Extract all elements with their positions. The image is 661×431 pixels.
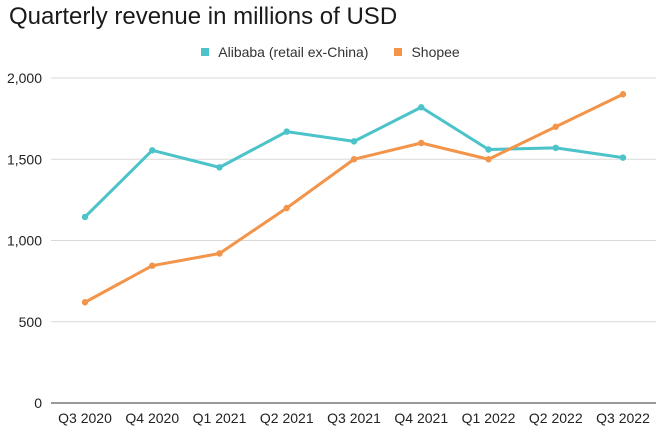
data-point-alibaba (149, 147, 156, 154)
data-point-alibaba (485, 146, 492, 153)
data-point-shopee (283, 204, 290, 212)
data-point-shopee (418, 139, 425, 147)
chart-title: Quarterly revenue in millions of USD (9, 3, 398, 30)
legend: Alibaba (retail ex-China) Shopee (0, 44, 661, 60)
y-tick-label: 0 (34, 395, 42, 411)
legend-swatch-shopee (394, 48, 403, 56)
data-point-shopee (149, 262, 156, 269)
legend-item-alibaba: Alibaba (retail ex-China) (201, 44, 368, 60)
x-tick-label: Q4 2020 (125, 410, 179, 426)
legend-label-alibaba: Alibaba (retail ex-China) (218, 44, 369, 60)
legend-label-shopee: Shopee (411, 44, 460, 60)
series-line-shopee (83, 92, 625, 304)
data-point-shopee (552, 123, 559, 130)
x-tick-label: Q4 2021 (394, 410, 448, 426)
data-point-alibaba (552, 144, 559, 152)
data-point-alibaba (619, 154, 627, 161)
y-tick-label: 2,000 (7, 70, 42, 86)
data-point-shopee (81, 299, 89, 306)
x-tick-label: Q2 2022 (529, 410, 583, 426)
data-point-alibaba (350, 138, 358, 145)
y-tick-label: 1,500 (7, 151, 42, 167)
data-point-alibaba (216, 164, 223, 171)
data-point-alibaba (81, 213, 89, 221)
data-point-shopee (619, 91, 627, 98)
x-tick-label: Q3 2021 (327, 410, 381, 426)
data-point-shopee (485, 156, 492, 163)
data-point-shopee (216, 250, 223, 257)
x-tick-label: Q3 2020 (58, 410, 112, 426)
x-tick-label: Q1 2021 (193, 410, 247, 426)
x-tick-label: Q3 2022 (596, 410, 650, 426)
data-point-alibaba (418, 104, 425, 111)
data-point-shopee (350, 156, 358, 163)
x-tick-label: Q2 2021 (260, 410, 314, 426)
y-tick-label: 1,000 (7, 233, 42, 249)
data-point-alibaba (283, 128, 290, 135)
x-tick-label: Q1 2022 (462, 410, 516, 426)
y-tick-label: 500 (19, 314, 43, 330)
legend-item-shopee: Shopee (394, 44, 460, 60)
legend-swatch-alibaba (201, 48, 210, 56)
